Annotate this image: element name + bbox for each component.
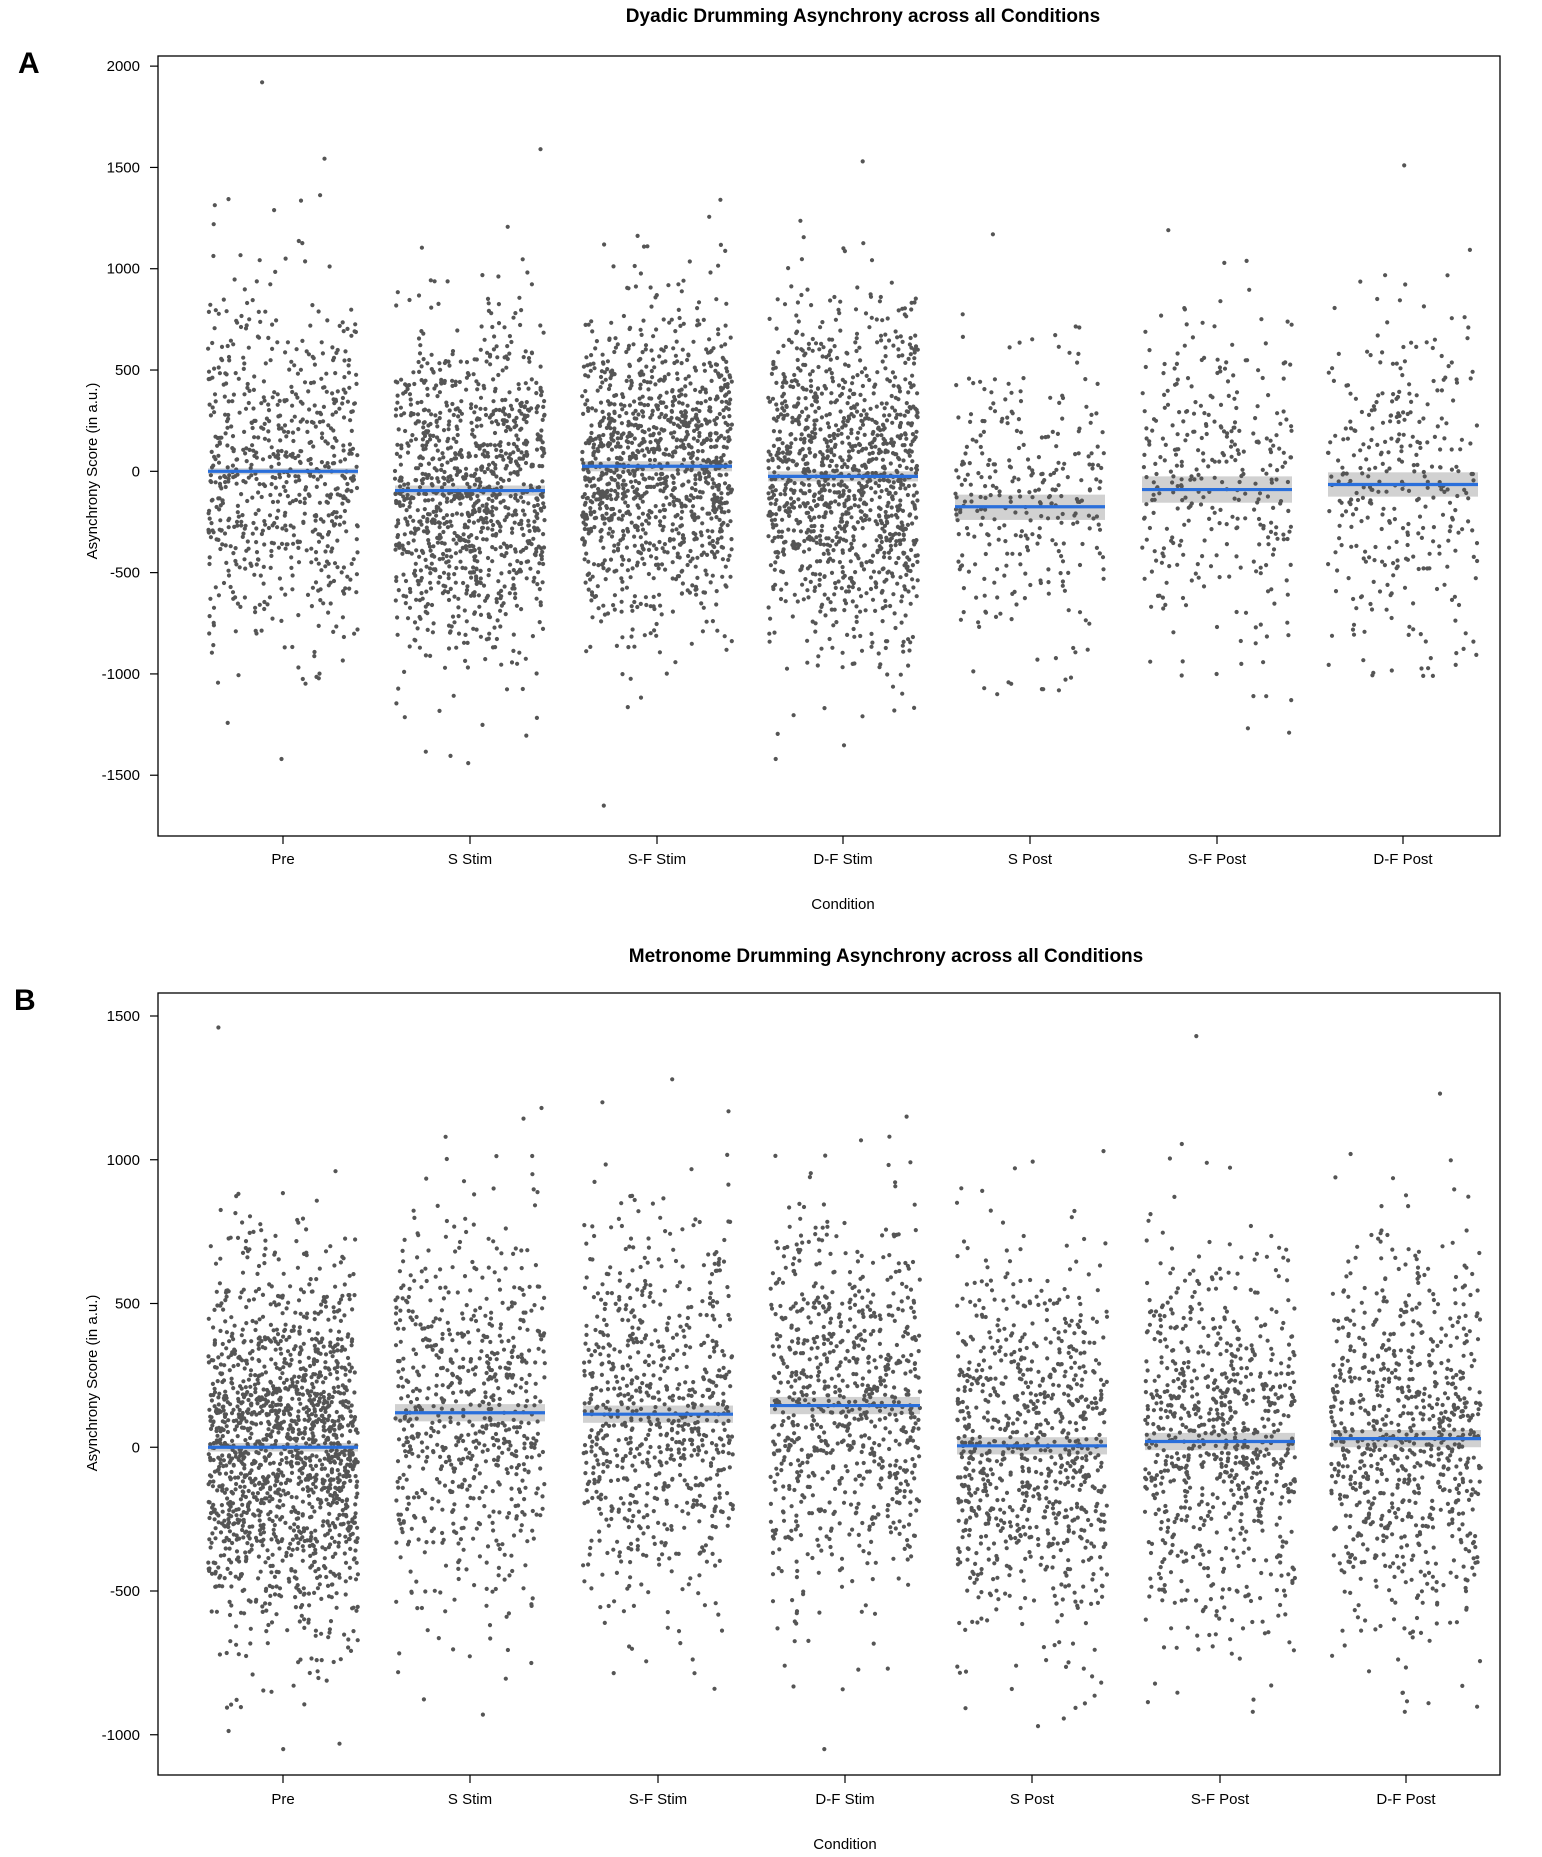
panel-b: B Metronome Drumming Asynchrony across a… xyxy=(14,946,1501,1853)
panel-b-plot-frame xyxy=(157,992,1501,1776)
y-tick-label: -500 xyxy=(110,565,140,582)
panel-b-title: Metronome Drumming Asynchrony across all… xyxy=(629,946,1143,967)
x-tick-label: Pre xyxy=(271,1791,294,1808)
scatter-points-s-stim xyxy=(393,1105,547,1717)
scatter-points-d-f-stim xyxy=(766,159,920,762)
panel-a: A Dyadic Drumming Asynchrony across all … xyxy=(18,6,1501,913)
x-tick-label: D-F Stim xyxy=(813,851,872,868)
x-tick-label: S-F Post xyxy=(1191,1791,1250,1808)
x-tick-label: S-F Stim xyxy=(628,851,686,868)
panel-a-y-axis-label: Asynchrony Score (in a.u.) xyxy=(84,383,101,560)
panel-a-y-axis: 2000 1500 1000 500 0 -500 -1000 -1500 xyxy=(102,58,158,784)
scatter-points-d-f-post xyxy=(1325,163,1480,678)
panel-a-points xyxy=(206,80,1480,808)
scatter-points-s-f-stim xyxy=(580,197,735,808)
panel-a-x-axis: Pre S Stim S-F Stim D-F Stim S Post S-F Post D… xyxy=(271,836,1433,868)
y-tick-label: 0 xyxy=(132,463,140,480)
panel-a-letter: A xyxy=(18,47,40,80)
x-tick-label: S Stim xyxy=(448,1791,492,1808)
x-tick-label: S Stim xyxy=(448,851,492,868)
panel-a-plot-frame xyxy=(157,55,1501,837)
y-tick-label: -500 xyxy=(110,1583,140,1600)
y-tick-label: -1000 xyxy=(102,666,140,683)
scatter-points-s-post xyxy=(954,1149,1110,1729)
x-tick-label: S Post xyxy=(1010,1791,1055,1808)
x-tick-label: D-F Post xyxy=(1373,851,1433,868)
y-tick-label: 500 xyxy=(115,362,140,379)
scatter-points-pre xyxy=(206,1025,361,1752)
panel-b-x-axis: Pre S Stim S-F Stim D-F Stim S Post S-F Post D… xyxy=(271,1775,1436,1808)
y-tick-label: 1500 xyxy=(107,159,140,176)
y-tick-label: 1000 xyxy=(107,261,140,278)
scatter-points-d-f-stim xyxy=(768,1114,923,1752)
panel-b-y-axis-label: Asynchrony Score (in a.u.) xyxy=(84,1295,101,1472)
y-tick-label: 500 xyxy=(115,1296,140,1313)
panel-b-points xyxy=(206,1025,1483,1752)
scatter-points-s-f-post xyxy=(1142,1034,1298,1714)
y-tick-label: 2000 xyxy=(107,58,140,75)
y-tick-label: -1000 xyxy=(102,1727,140,1744)
scatter-points-s-post xyxy=(953,232,1106,697)
panel-a-mean-lines xyxy=(208,464,1478,509)
x-tick-label: D-F Stim xyxy=(815,1791,874,1808)
panel-b-x-axis-label: Condition xyxy=(813,1836,876,1853)
panel-a-x-axis-label: Condition xyxy=(811,896,874,913)
y-tick-label: 1500 xyxy=(107,1008,140,1025)
panel-b-y-axis: 1500 1000 500 0 -500 -1000 xyxy=(102,1008,158,1744)
y-tick-label: -1500 xyxy=(102,767,140,784)
x-tick-label: Pre xyxy=(271,851,294,868)
x-tick-label: S-F Stim xyxy=(629,1791,687,1808)
x-tick-label: S Post xyxy=(1008,851,1053,868)
panel-b-mean-lines xyxy=(208,1403,1481,1449)
x-tick-label: S-F Post xyxy=(1188,851,1247,868)
panel-a-title: Dyadic Drumming Asynchrony across all Co… xyxy=(626,6,1100,27)
scatter-points-s-f-stim xyxy=(581,1077,735,1691)
x-tick-label: D-F Post xyxy=(1376,1791,1436,1808)
scatter-points-s-stim xyxy=(392,147,547,766)
scatter-points-pre xyxy=(206,80,360,762)
y-tick-label: 1000 xyxy=(107,1152,140,1169)
panel-b-letter: B xyxy=(14,984,36,1017)
y-tick-label: 0 xyxy=(132,1439,140,1456)
scatter-points-d-f-post xyxy=(1329,1091,1483,1714)
scatter-points-s-f-post xyxy=(1140,228,1294,735)
